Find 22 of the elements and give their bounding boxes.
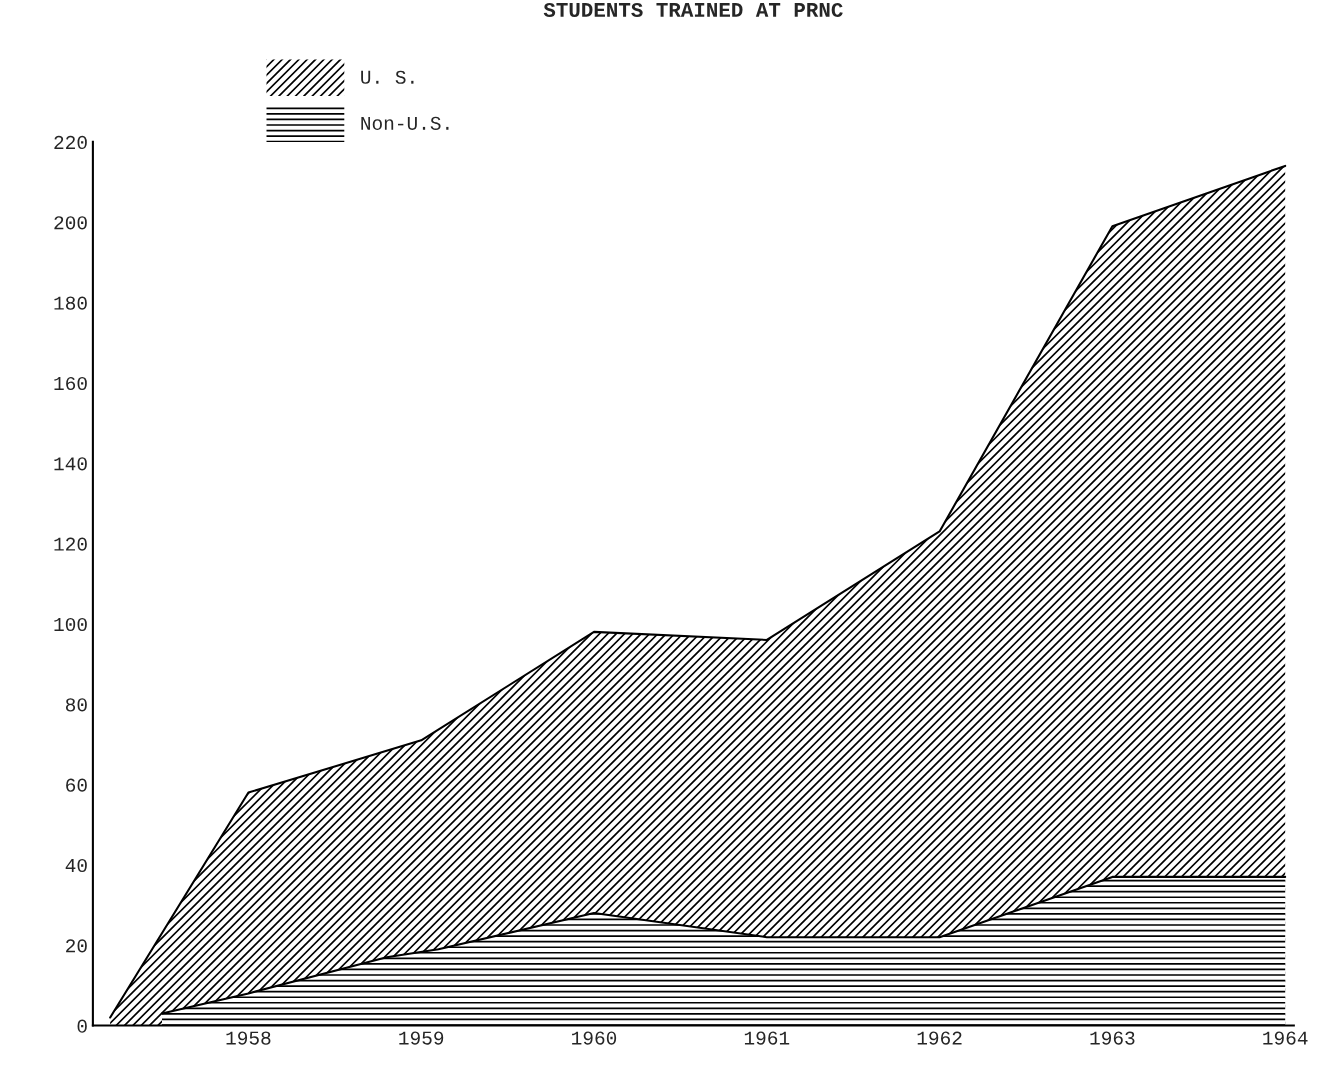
y-tick-label: 160	[54, 376, 87, 391]
x-tick-label: 1958	[226, 1031, 271, 1045]
y-tick-label: 100	[54, 617, 87, 632]
y-tick-label: 0	[77, 1019, 87, 1033]
y-tick-label: 180	[54, 296, 87, 310]
y-tick-label: 120	[54, 537, 87, 551]
x-tick-label: 1964	[1263, 1031, 1308, 1045]
x-tick-label: 1963	[1090, 1031, 1135, 1045]
y-tick-label: 220	[54, 135, 87, 150]
y-tick-label: 200	[54, 216, 87, 230]
x-tick-label: 1960	[572, 1031, 617, 1045]
y-tick-label: 80	[65, 698, 87, 712]
y-tick-label: 140	[54, 457, 87, 471]
y-tick-label: 40	[65, 858, 87, 873]
x-tick-label: 1962	[917, 1031, 962, 1045]
x-tick-label: 1961	[744, 1031, 790, 1045]
legend-label: U. S.	[361, 70, 414, 84]
y-tick-label: 20	[66, 939, 87, 953]
y-tick-label: 60	[66, 778, 87, 792]
x-tick-label: 1959	[399, 1031, 444, 1045]
legend-label: Non-U.S.	[361, 116, 449, 130]
chart-title: STUDENTS TRAINED AT PRNC	[543, 2, 843, 18]
